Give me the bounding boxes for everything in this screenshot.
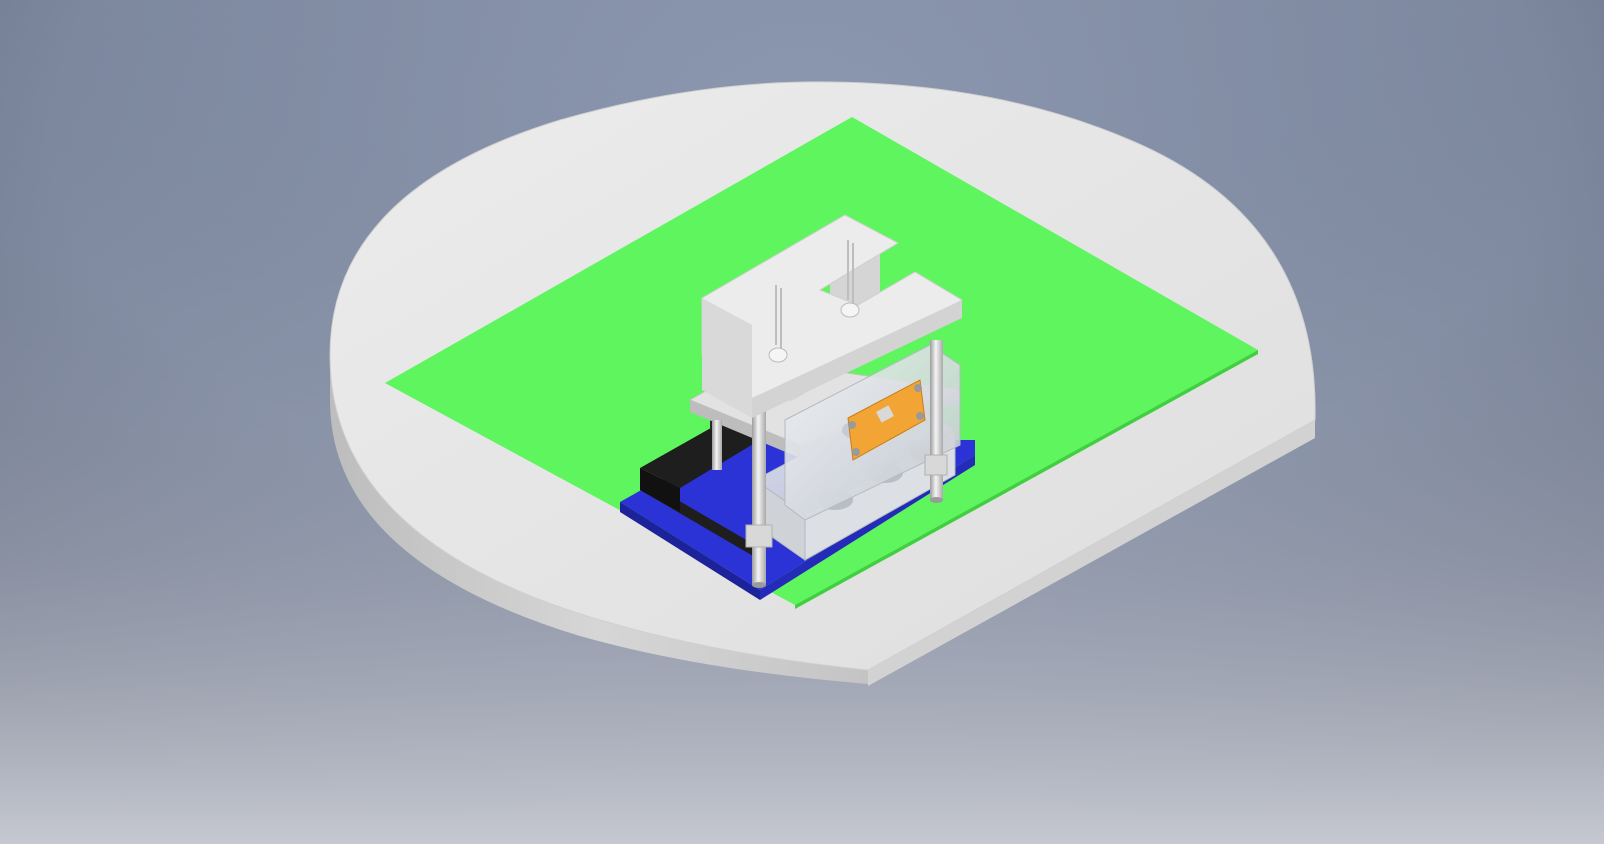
sensor-mount-hole: [848, 421, 856, 429]
standoff-pillar-cap: [930, 497, 943, 503]
black-header-rail: [640, 468, 680, 512]
led: [768, 347, 788, 363]
green-mat-edge: [795, 350, 1258, 609]
standoff-pillar-cap: [752, 582, 766, 588]
sensor-mount-hole: [916, 412, 924, 420]
sensor-mount-hole: [852, 448, 860, 456]
sensor-chip: [876, 405, 894, 423]
led: [840, 302, 860, 318]
middle-shelf-front: [690, 400, 800, 458]
standoff-pillar: [712, 420, 722, 470]
pillar-collar: [745, 524, 773, 548]
blue-board-side: [620, 502, 760, 600]
standoff-pillar: [752, 410, 766, 585]
standoff-pillar: [930, 340, 943, 500]
sensor-mount-hole: [914, 384, 922, 392]
black-pin-header: [640, 420, 760, 488]
orange-sensor-board: [847, 379, 926, 461]
pillar-collar: [924, 454, 948, 476]
white-top-bracket-front: [752, 300, 962, 418]
white-top-bracket-left: [702, 298, 752, 418]
platform-flat-side: [868, 420, 1315, 686]
